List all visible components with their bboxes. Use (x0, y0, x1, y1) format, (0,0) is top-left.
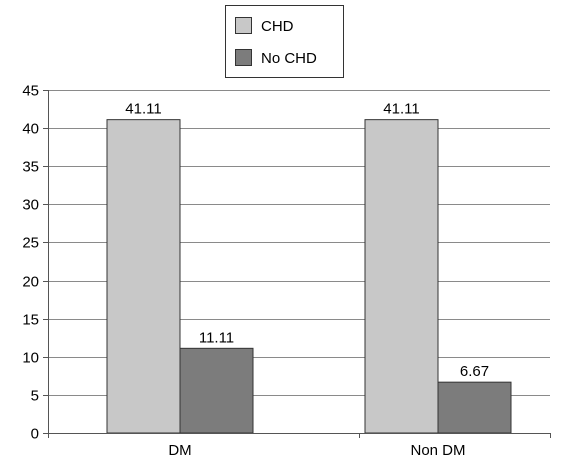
axes: 0 5 10 15 20 25 30 35 40 45 DM Non DM (22, 83, 551, 459)
y-tick-label: 10 (22, 350, 39, 367)
bar (364, 119, 439, 434)
x-tick-label: DM (168, 442, 191, 459)
data-label: 6.67 (460, 363, 489, 380)
y-tick-label: 40 (22, 121, 39, 138)
bar (437, 381, 512, 434)
y-tick-label: 25 (22, 235, 39, 252)
legend-swatch (235, 49, 252, 66)
x-tick-label: Non DM (410, 442, 465, 459)
y-tick-label: 5 (31, 388, 39, 405)
y-tick-label: 30 (22, 197, 39, 214)
data-labels: 41.11 41.11 11.11 6.67 (125, 101, 489, 381)
legend-label: No CHD (261, 50, 317, 67)
data-label: 11.11 (199, 329, 234, 346)
y-tick-label: 20 (22, 274, 39, 291)
y-tick-label: 15 (22, 312, 39, 329)
data-label: 41.11 (383, 101, 419, 118)
bar (106, 119, 181, 434)
legend-swatch (235, 17, 252, 34)
bar (179, 347, 254, 434)
y-tick-label: 35 (22, 159, 39, 176)
y-tick-label: 45 (22, 83, 39, 100)
legend-label: CHD (261, 18, 294, 35)
bar-group (106, 119, 512, 434)
data-label: 41.11 (125, 101, 161, 118)
chart-legend: CHD No CHD (225, 5, 344, 78)
y-tick-label: 0 (31, 426, 39, 443)
